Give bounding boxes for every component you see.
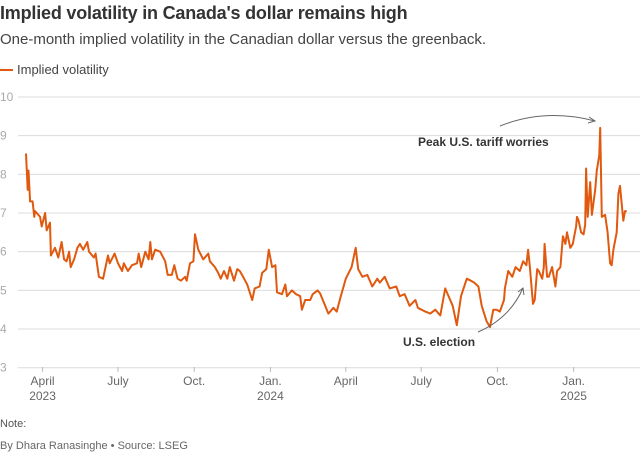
y-tick-label: 9 [0, 129, 7, 143]
x-tick-label: Oct. [486, 374, 508, 388]
chart-subtitle: One-month implied volatility in the Cana… [0, 31, 487, 48]
x-tick-year: 2025 [560, 389, 587, 403]
x-tick-label: Oct. [183, 374, 205, 388]
y-tick-label: 3 [0, 361, 7, 375]
y-tick-label: 4 [0, 322, 7, 336]
tariff-arrow [499, 115, 596, 127]
legend-label: Implied volatility [17, 62, 109, 77]
y-tick-label: 5 [0, 283, 7, 297]
chart-title: Implied volatility in Canada's dollar re… [0, 3, 408, 23]
election-arrow [477, 287, 524, 333]
x-tick-year: 2024 [257, 389, 284, 403]
y-tick-label: 7 [0, 206, 7, 220]
annotation-election: U.S. election [403, 335, 475, 349]
legend: Implied volatility [0, 62, 109, 77]
annotation-tariff: Peak U.S. tariff worries [418, 135, 549, 149]
x-tick-label: April [31, 374, 55, 388]
x-tick-label: July [411, 374, 432, 388]
chart-note: Note: [0, 418, 27, 430]
tariff-arrowhead [587, 116, 597, 124]
x-tick-label: April [334, 374, 358, 388]
y-tick-label: 8 [0, 167, 7, 181]
legend-swatch [0, 68, 13, 71]
x-tick-year: 2023 [29, 389, 56, 403]
x-tick-label: July [107, 374, 128, 388]
y-tick-label: 10 [0, 90, 14, 104]
y-tick-label: 6 [0, 245, 7, 259]
x-tick-label: Jan. [562, 374, 585, 388]
byline-source: By Dhara Ranasinghe • Source: LSEG [0, 440, 188, 452]
series-line-implied-volatility [25, 126, 627, 329]
election-arrowhead [517, 287, 525, 296]
x-tick-label: Jan. [259, 374, 282, 388]
